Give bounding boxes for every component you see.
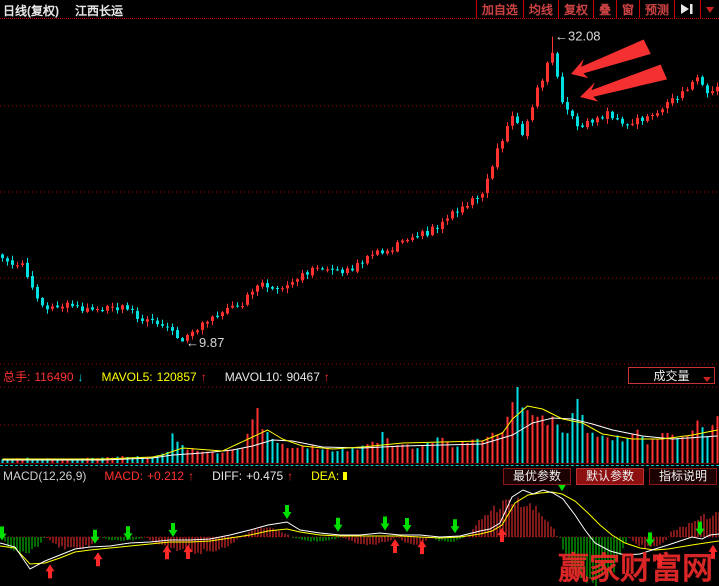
svg-text:←32.08: ←32.08 — [555, 29, 601, 44]
mavol5-label: MAVOL5: — [101, 369, 153, 384]
up-arrow-icon: ↑ — [188, 469, 195, 483]
dea-value-fragment — [343, 472, 348, 480]
total-lots-value: 116490 — [34, 369, 74, 384]
toolbar-button-forecast[interactable]: 预测 — [638, 0, 674, 18]
default-params-button[interactable]: 默认参数 — [575, 468, 644, 485]
titlebar: 日线(复权) 江西长运 加自选 均线 复权 叠 窗 预测 — [0, 0, 719, 19]
toolbar-button-window[interactable]: 窗 — [615, 0, 639, 18]
volume-indicator-value: 成交量 — [653, 369, 690, 383]
volume-indicator-select[interactable]: 成交量 — [628, 367, 715, 384]
dropdown-arrow-icon[interactable] — [700, 0, 719, 18]
mavol5-value: 120857 — [156, 369, 197, 384]
macd-chart[interactable] — [0, 485, 719, 586]
macd-indicator-name[interactable]: MACD(12,26,9) — [3, 469, 87, 483]
candlestick-chart[interactable]: ←32.08 ←9.87 — [0, 19, 719, 365]
stock-name: 江西长运 — [75, 4, 124, 18]
volume-chart[interactable] — [0, 385, 719, 464]
diff-value: +0.475 — [246, 469, 284, 483]
macd-value: +0.212 — [147, 469, 185, 483]
toolbar-button-add-watchlist[interactable]: 加自选 — [475, 0, 523, 18]
macd-button-group: 最优参数 默认参数 指标说明 — [502, 468, 717, 485]
up-arrow-icon: ↑ — [323, 369, 330, 384]
total-lots-label: 总手: — [3, 370, 31, 384]
toolbar-button-overlay[interactable]: 叠 — [592, 0, 616, 18]
titlebar-toolbar: 加自选 均线 复权 叠 窗 预测 — [475, 0, 719, 18]
mavol10-value: 90467 — [286, 369, 320, 384]
optimal-params-button[interactable]: 最优参数 — [502, 468, 571, 485]
macd-pane-header: MACD(12,26,9) MACD: +0.212 ↑ DIFF: +0.47… — [0, 465, 719, 485]
down-arrow-icon: ↓ — [77, 369, 84, 384]
dropdown-arrow-icon — [703, 377, 711, 386]
up-arrow-icon: ↑ — [200, 369, 207, 384]
indicator-help-button[interactable]: 指标说明 — [648, 468, 717, 485]
svg-text:←9.87: ←9.87 — [186, 335, 224, 350]
volume-pane-header: 总手: 116490 ↓ MAVOL5: 120857 ↑ MAVOL10: 9… — [0, 365, 719, 385]
up-arrow-icon: ↑ — [287, 469, 294, 483]
chart-period-label[interactable]: 日线(复权) — [3, 4, 59, 18]
toolbar-button-adjust[interactable]: 复权 — [557, 0, 593, 18]
dea-label: DEA: — [311, 469, 340, 483]
toolbar-button-ma[interactable]: 均线 — [522, 0, 558, 18]
macd-label: MACD: — [104, 469, 144, 483]
skip-forward-icon[interactable] — [674, 0, 700, 18]
mavol10-label: MAVOL10: — [224, 369, 283, 384]
diff-label: DIFF: — [212, 469, 243, 483]
